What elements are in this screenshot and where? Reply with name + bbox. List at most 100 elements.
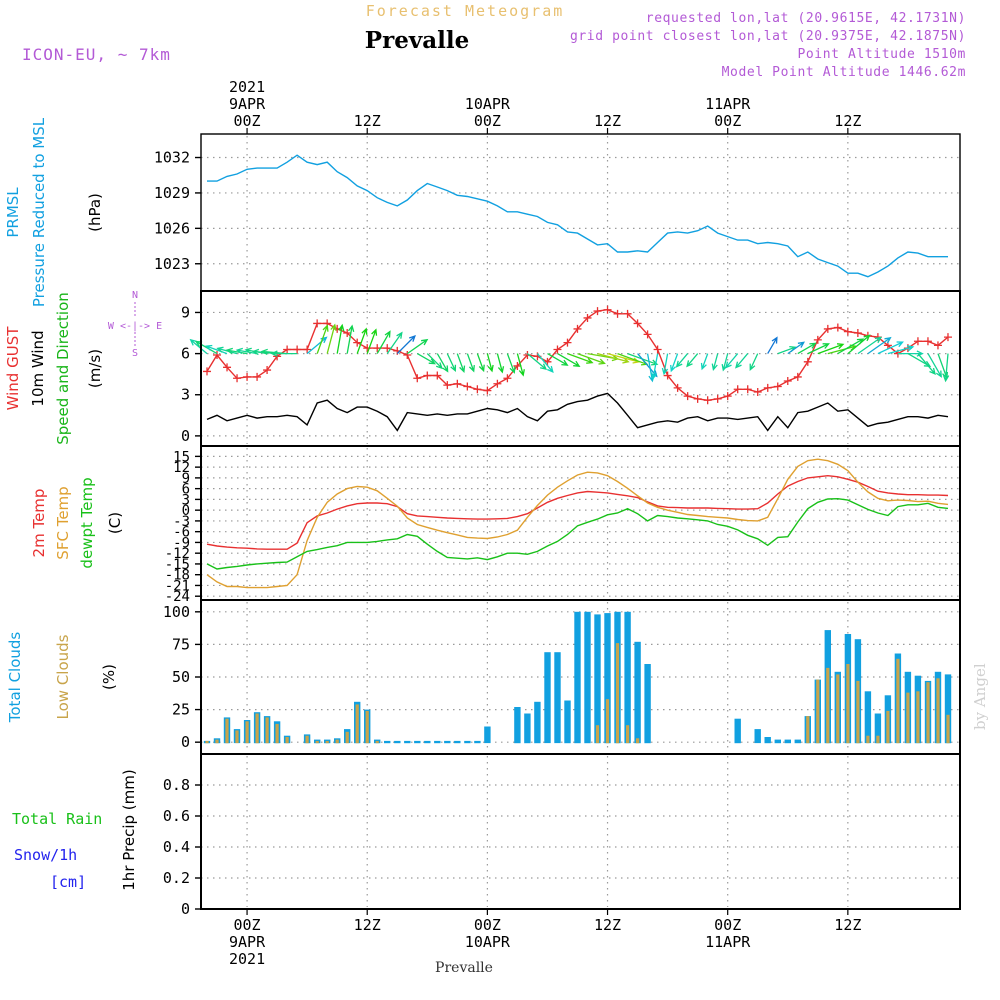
wind-direction-arrow [817, 343, 845, 355]
y-tick-label: -12 [165, 546, 190, 562]
wind-direction-arrow [650, 353, 659, 380]
y-tick-label: 50 [172, 668, 190, 686]
total-clouds-bar [514, 707, 521, 744]
panel-4: 0 25 50 75 100 Total Clouds Low Clouds (%) [6, 599, 961, 755]
low-clouds-bar [856, 680, 860, 744]
panel-label: SFC Temp [54, 486, 72, 559]
wind-direction-arrow [356, 327, 368, 354]
gust-point [303, 345, 312, 354]
low-clouds-bar [926, 682, 930, 744]
wind-direction-arrow [686, 353, 699, 368]
total-clouds-bar [584, 611, 591, 744]
panel-label: dewpt Temp [78, 477, 96, 568]
gust-point [943, 333, 952, 342]
total-clouds-bar [544, 652, 551, 744]
gust-point [803, 357, 812, 366]
wind-direction-arrow [749, 353, 759, 371]
gust-point [843, 327, 852, 336]
low-clouds-bar [205, 740, 209, 744]
total-clouds-bar [874, 713, 882, 744]
low-clouds-bar [335, 739, 339, 744]
gust-point [743, 385, 752, 394]
gust-point [653, 345, 662, 354]
total-clouds-bar [454, 740, 461, 744]
rain-label: Total Rain [12, 810, 102, 828]
total-clouds-bar [944, 674, 952, 744]
wind-direction-arrow [700, 353, 709, 371]
grid-point-coords: grid point closest lon,lat (20.9375E, 42… [570, 29, 966, 44]
y-axis-label: (m/s) [86, 349, 104, 388]
y-tick-label: 1029 [154, 184, 190, 202]
y-tick-label: 9 [182, 471, 190, 487]
low-clouds-bar [595, 725, 600, 744]
low-clouds-bar [906, 692, 910, 744]
snow-unit-label: [cm] [50, 873, 86, 891]
low-clouds-bar [315, 740, 319, 744]
watermark: by Angel [971, 663, 989, 730]
gust-point [213, 350, 222, 359]
low-clouds-bar [365, 710, 369, 744]
total-clouds-bar [414, 740, 421, 744]
panel-label: Wind GUST [4, 326, 22, 411]
y-tick-label: 3 [181, 386, 190, 404]
panel-label: Low Clouds [54, 634, 72, 719]
gust-point [693, 394, 702, 403]
low-clouds-bar [936, 678, 940, 744]
total-clouds-bar [764, 737, 771, 744]
gust-point [733, 385, 742, 394]
total-clouds-bar [734, 718, 741, 744]
compass-west-east: W <-|-> E [108, 321, 162, 332]
compass-rose: N W <-|-> E S [108, 290, 162, 359]
gust-point [203, 367, 212, 376]
wind-direction-arrow [376, 330, 391, 354]
low-clouds-bar [636, 738, 640, 744]
wind-direction-arrow [416, 353, 437, 365]
gust-point [773, 382, 782, 391]
gust-point [603, 305, 612, 314]
top-time-label: 00Z [234, 112, 261, 130]
wind-direction-arrow [807, 343, 830, 355]
total-clouds-bar [754, 729, 761, 744]
series-line-10m-wind [206, 392, 949, 432]
y-tick-label: 100 [163, 603, 190, 621]
wind-direction-arrow [735, 353, 749, 369]
low-clouds-bar [255, 713, 259, 744]
gust-point [783, 377, 792, 386]
footer-station: Prevalle [435, 960, 493, 976]
y-tick-label: 1032 [154, 149, 190, 167]
total-clouds-bar [474, 740, 481, 744]
wind-direction-arrow [942, 353, 950, 383]
total-clouds-bar [404, 740, 411, 744]
gust-point [423, 371, 432, 380]
wind-direction-arrow [867, 336, 892, 355]
gust-point [223, 363, 232, 372]
wind-direction-arrow [516, 353, 525, 377]
wind-direction-arrow [436, 353, 449, 373]
low-clouds-bar [235, 730, 239, 744]
bottom-time-label: 11APR [705, 933, 751, 951]
total-clouds-bar [444, 740, 451, 744]
y-tick-label: 9 [181, 303, 190, 321]
y-axis-label: (%) [100, 664, 118, 690]
gust-point [793, 372, 802, 381]
series-line-prmsl [207, 154, 948, 278]
wind-direction-arrow [496, 353, 505, 374]
gust-point [343, 329, 352, 338]
total-clouds-bar [534, 701, 541, 744]
low-clouds-bar [215, 739, 219, 744]
wind-direction-arrow [235, 347, 258, 355]
total-clouds-bar [594, 614, 601, 744]
y-tick-label: 0.6 [163, 807, 190, 825]
wind-direction-arrow [326, 323, 337, 354]
panel-5: 0 0.2 0.4 0.6 0.8 Total Rain Snow/1h [cm] 1hr Pr… [12, 753, 961, 918]
wind-direction-arrow [426, 353, 443, 370]
gust-point [723, 392, 732, 401]
wind-direction-arrow [189, 338, 208, 355]
panel-label: 2m Temp [30, 489, 48, 558]
gust-point [253, 372, 262, 381]
low-clouds-bar [615, 643, 620, 744]
y-tick-label: -21 [165, 578, 190, 594]
wind-direction-arrow [406, 338, 429, 355]
y-tick-label: 6 [182, 482, 190, 498]
bottom-time-label: 9APR [229, 933, 266, 951]
